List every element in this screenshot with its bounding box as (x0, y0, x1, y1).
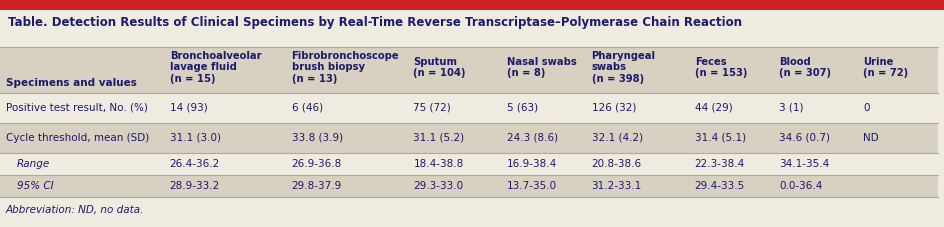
Text: 44 (29): 44 (29) (694, 103, 732, 113)
Text: 24.3 (8.6): 24.3 (8.6) (507, 133, 558, 143)
Text: Pharyngeal
swabs
(n = 398): Pharyngeal swabs (n = 398) (591, 51, 655, 84)
Text: 6 (46): 6 (46) (292, 103, 322, 113)
Text: 22.3-38.4: 22.3-38.4 (694, 159, 744, 169)
Text: 75 (72): 75 (72) (413, 103, 450, 113)
Text: Table. Detection Results of Clinical Specimens by Real-Time Reverse Transcriptas: Table. Detection Results of Clinical Spe… (8, 16, 741, 29)
Text: Feces
(n = 153): Feces (n = 153) (694, 57, 747, 78)
Text: 18.4-38.8: 18.4-38.8 (413, 159, 464, 169)
Text: 29.8-37.9: 29.8-37.9 (292, 181, 342, 191)
Text: Sputum
(n = 104): Sputum (n = 104) (413, 57, 465, 78)
Text: 5 (63): 5 (63) (507, 103, 538, 113)
Text: 14 (93): 14 (93) (170, 103, 208, 113)
Text: 13.7-35.0: 13.7-35.0 (507, 181, 557, 191)
Text: ND: ND (863, 133, 878, 143)
Text: Abbreviation: ND, no data.: Abbreviation: ND, no data. (6, 205, 143, 215)
Text: Blood
(n = 307): Blood (n = 307) (778, 57, 830, 78)
Text: 26.9-36.8: 26.9-36.8 (292, 159, 342, 169)
Text: 34.1-35.4: 34.1-35.4 (778, 159, 829, 169)
Text: 33.8 (3.9): 33.8 (3.9) (292, 133, 343, 143)
Text: 26.4-36.2: 26.4-36.2 (170, 159, 220, 169)
Text: Fibrobronchoscope
brush biopsy
(n = 13): Fibrobronchoscope brush biopsy (n = 13) (292, 51, 398, 84)
Text: 31.1 (5.2): 31.1 (5.2) (413, 133, 464, 143)
Text: Nasal swabs
(n = 8): Nasal swabs (n = 8) (507, 57, 577, 78)
Text: 31.4 (5.1): 31.4 (5.1) (694, 133, 745, 143)
Text: 3 (1): 3 (1) (778, 103, 802, 113)
Text: Bronchoalveolar
lavage fluid
(n = 15): Bronchoalveolar lavage fluid (n = 15) (170, 51, 261, 84)
Text: 16.9-38.4: 16.9-38.4 (507, 159, 557, 169)
Text: 126 (32): 126 (32) (591, 103, 635, 113)
Text: 29.4-33.5: 29.4-33.5 (694, 181, 744, 191)
Text: Range: Range (17, 159, 50, 169)
Bar (0, 93, 936, 123)
Bar (0, 47, 936, 93)
Bar (0, 153, 936, 175)
Text: 0: 0 (863, 103, 869, 113)
Text: 34.6 (0.7): 34.6 (0.7) (778, 133, 829, 143)
Text: 31.2-33.1: 31.2-33.1 (591, 181, 641, 191)
Text: Urine
(n = 72): Urine (n = 72) (863, 57, 907, 78)
Text: 31.1 (3.0): 31.1 (3.0) (170, 133, 221, 143)
Text: Specimens and values: Specimens and values (6, 79, 136, 89)
Text: 95% CI: 95% CI (17, 181, 54, 191)
Text: Positive test result, No. (%): Positive test result, No. (%) (6, 103, 147, 113)
Text: 28.9-33.2: 28.9-33.2 (170, 181, 220, 191)
Text: 29.3-33.0: 29.3-33.0 (413, 181, 464, 191)
Text: 20.8-38.6: 20.8-38.6 (591, 159, 641, 169)
Text: 0.0-36.4: 0.0-36.4 (778, 181, 821, 191)
Text: Cycle threshold, mean (SD): Cycle threshold, mean (SD) (6, 133, 149, 143)
Bar (0, 175, 936, 197)
Text: 32.1 (4.2): 32.1 (4.2) (591, 133, 642, 143)
Bar (0, 123, 936, 153)
